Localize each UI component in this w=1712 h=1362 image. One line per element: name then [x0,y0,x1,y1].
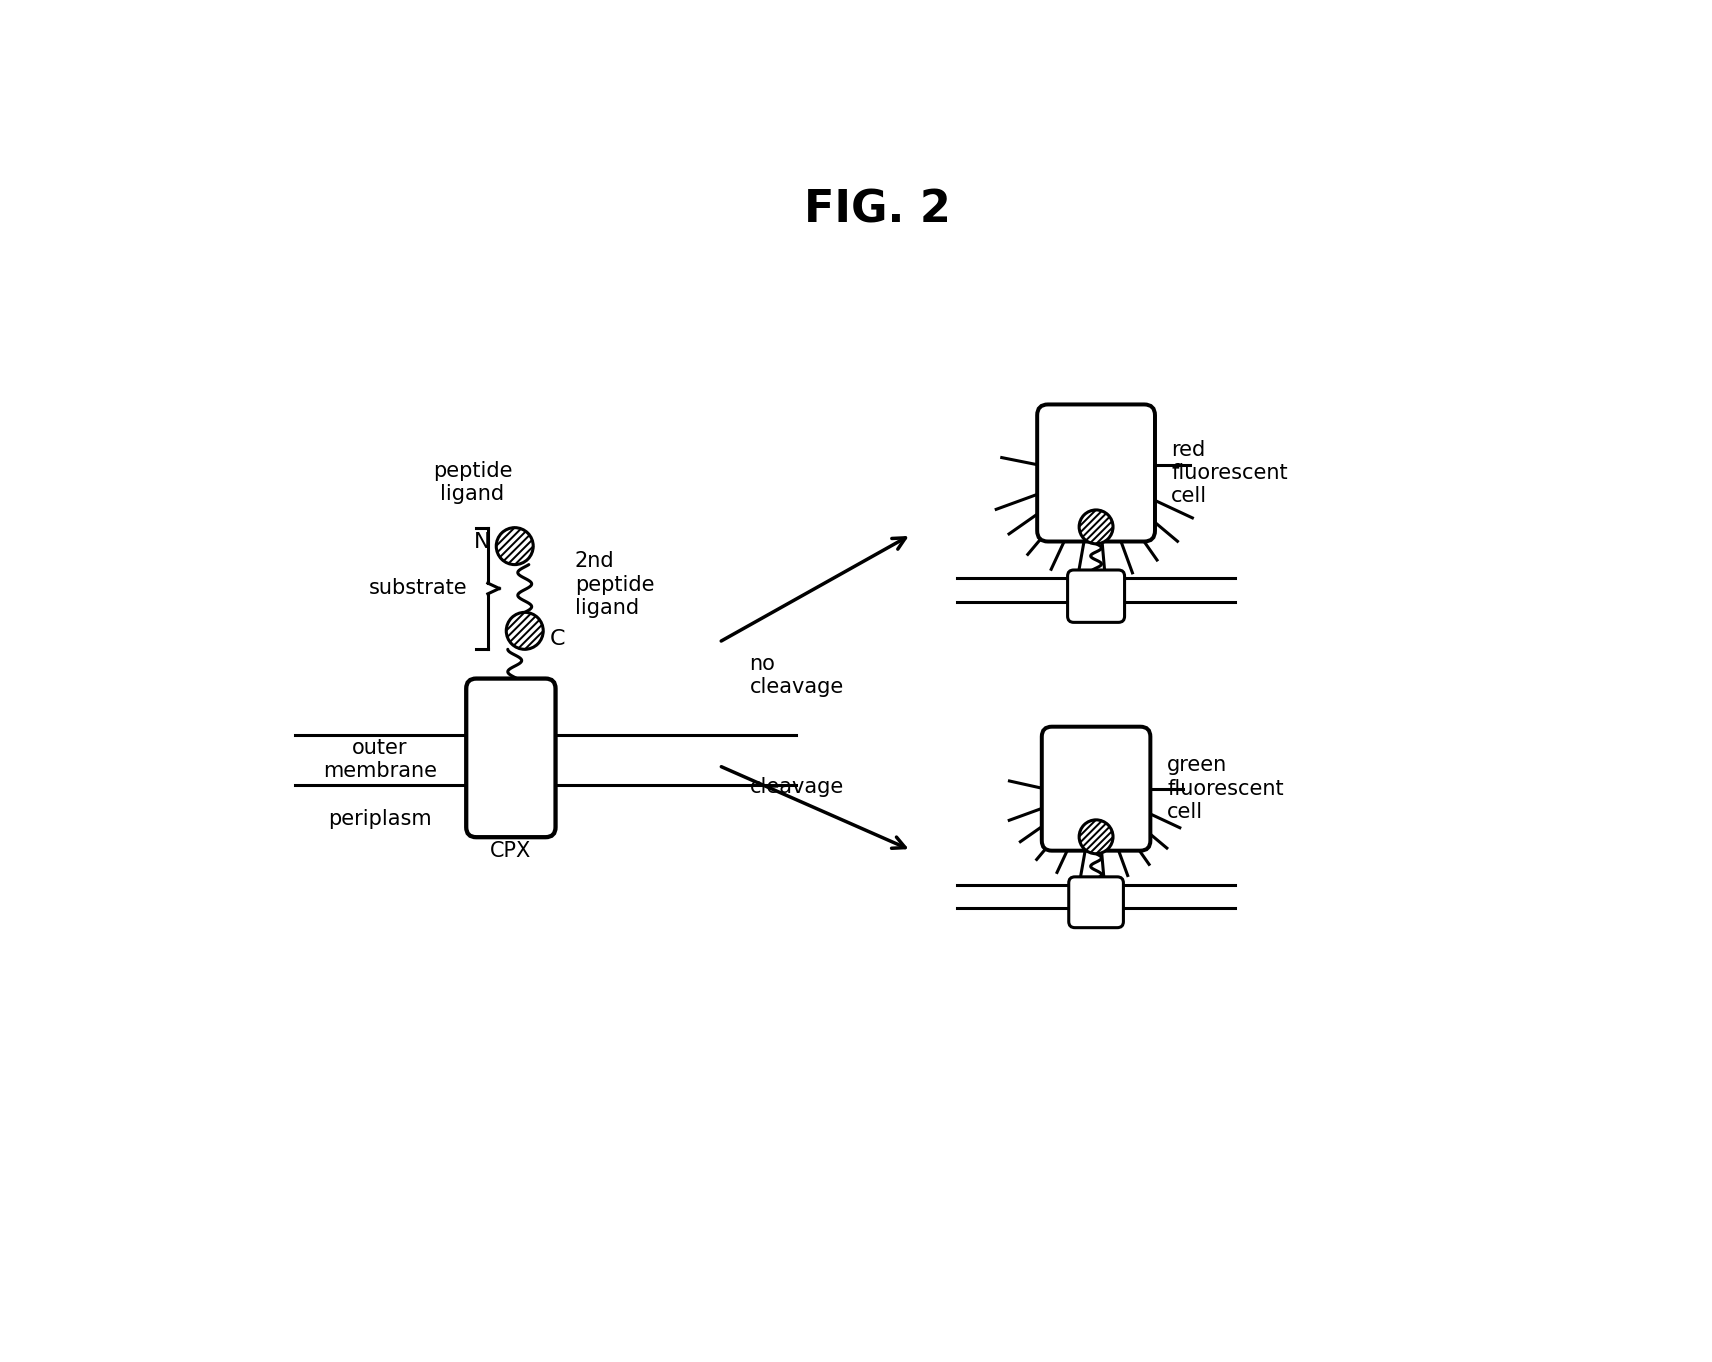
Text: FIG. 2: FIG. 2 [805,188,950,232]
Text: outer
membrane: outer membrane [324,738,437,782]
Circle shape [507,613,543,650]
FancyBboxPatch shape [1043,727,1150,851]
Text: cleavage: cleavage [750,778,844,797]
FancyBboxPatch shape [466,678,555,838]
Text: substrate: substrate [368,579,467,598]
Circle shape [496,527,532,565]
Circle shape [1079,820,1113,854]
FancyBboxPatch shape [1068,877,1123,928]
Text: CPX: CPX [490,842,531,861]
Text: red
fluorescent
cell: red fluorescent cell [1171,440,1287,507]
Text: peptide
ligand: peptide ligand [433,460,512,504]
Text: N: N [474,533,490,552]
FancyBboxPatch shape [1068,571,1125,622]
FancyBboxPatch shape [1037,405,1156,542]
Circle shape [1079,509,1113,543]
Text: 2nd
peptide
ligand: 2nd peptide ligand [575,552,654,618]
Text: C: C [550,628,565,648]
Text: green
fluorescent
cell: green fluorescent cell [1168,756,1284,821]
Text: periplasm: periplasm [329,809,431,829]
Text: no
cleavage: no cleavage [750,654,844,697]
